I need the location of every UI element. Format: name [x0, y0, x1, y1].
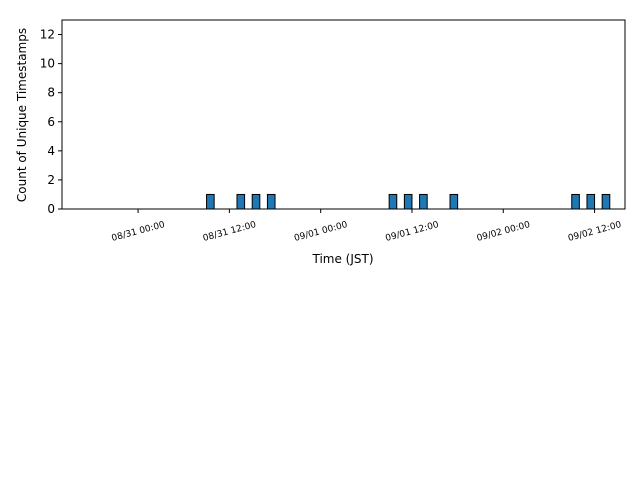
- x-axis-label: Time (JST): [311, 252, 373, 266]
- bar: [419, 193, 428, 210]
- bar: [236, 193, 246, 210]
- bar: [586, 193, 596, 210]
- y-tick-label: 4: [47, 144, 55, 158]
- bar: [571, 193, 580, 210]
- bar: [251, 193, 261, 210]
- y-tick-label: 10: [40, 57, 55, 71]
- bar: [449, 193, 459, 210]
- y-tick-label: 6: [47, 115, 55, 129]
- plot-frame: [61, 19, 626, 210]
- y-axis-label: Count of Unique Timestamps: [15, 28, 29, 202]
- bar: [601, 193, 611, 210]
- y-tick-label: 12: [40, 28, 55, 42]
- bar: [206, 193, 215, 210]
- bar: [403, 193, 413, 210]
- y-tick-label: 2: [47, 173, 55, 187]
- y-tick-label: 8: [47, 86, 55, 100]
- y-tick-label: 0: [47, 202, 55, 216]
- bar: [388, 193, 398, 210]
- bar: [266, 193, 276, 210]
